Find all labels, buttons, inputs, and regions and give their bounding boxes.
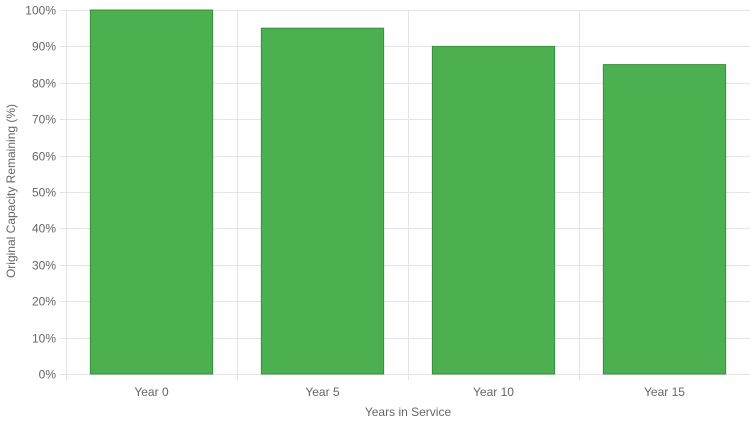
bar-year-0 [89,9,214,375]
x-axis-title: Years in Service [365,405,452,419]
x-tick-label: Year 15 [644,385,685,399]
y-tick-label: 60% [32,150,56,164]
bar-year-10 [431,45,556,375]
x-tick-label: Year 0 [134,385,169,399]
y-axis-ticks: 0% 10% 20% 30% 40% 50% 60% 70% 80% 90% 100% [25,4,56,382]
x-axis-ticks: Year 0 Year 5 Year 10 Year 15 [134,385,685,399]
y-axis-title: Original Capacity Remaining (%) [4,104,18,278]
bar-layer [89,9,727,375]
y-tick-label: 50% [32,186,56,200]
y-tick-label: 40% [32,222,56,236]
y-tick-label: 20% [32,295,56,309]
y-tick-label: 30% [32,259,56,273]
y-tick-label: 70% [32,113,56,127]
y-tick-label: 10% [32,332,56,346]
y-tick-label: 90% [32,40,56,54]
x-tick-label: Year 5 [305,385,340,399]
bar-year-5 [260,27,385,375]
y-tick-label: 80% [32,77,56,91]
y-tick-label: 0% [39,368,57,382]
bar-year-15 [602,64,727,375]
y-tick-label: 100% [25,4,56,18]
x-tick-label: Year 10 [473,385,514,399]
